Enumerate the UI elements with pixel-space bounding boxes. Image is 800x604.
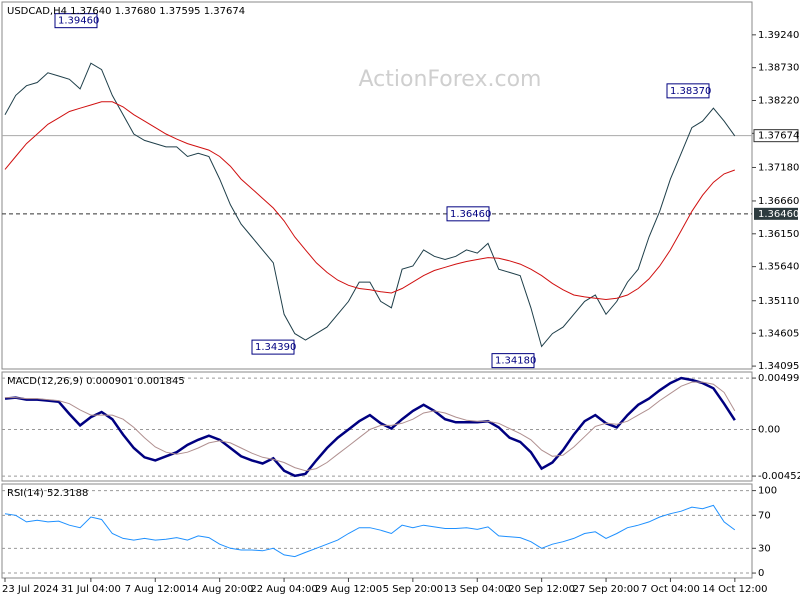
- x-tick-label: 31 Jul 04:00: [61, 584, 121, 595]
- y-tick-label: 1.38730: [758, 63, 799, 74]
- panel-frame: [1, 1, 753, 370]
- y-tick-label: 1.34605: [758, 328, 799, 339]
- y-tick-label: 1.37180: [758, 162, 799, 173]
- y-tick-label: 100: [758, 486, 777, 497]
- x-tick-label: 14 Aug 20:00: [186, 584, 253, 595]
- panel-label: RSI(14) 52.3188: [7, 488, 88, 499]
- watermark: ActionForex.com: [359, 67, 542, 92]
- x-tick-label: 14 Oct 12:00: [702, 584, 767, 595]
- current-label: 1.37674: [758, 131, 799, 142]
- annotation: 1.34390: [255, 342, 296, 353]
- annotation-box: [54, 13, 98, 29]
- x-tick-label: 29 Aug 12:00: [315, 584, 382, 595]
- annotation-box: [666, 83, 710, 99]
- x-tick-label: 13 Sep 04:00: [444, 584, 511, 595]
- annotation: 1.34180: [495, 356, 536, 367]
- current-box: [753, 129, 799, 143]
- x-tick-label: 7 Oct 04:00: [641, 584, 700, 595]
- y-tick-label: 1.36150: [758, 229, 799, 240]
- level-label: 1.36460: [758, 209, 799, 220]
- x-tick-label: 27 Sep 20:00: [573, 584, 640, 595]
- x-tick-label: 22 Aug 04:00: [250, 584, 317, 595]
- y-tick-label: 30: [758, 543, 771, 554]
- annotation: 1.39460: [58, 16, 99, 27]
- panel-frame: [1, 483, 753, 579]
- panel-label: USDCAD,H4 1.37640 1.37680 1.37595 1.3767…: [7, 6, 245, 17]
- x-tick-label: 7 Aug 12:00: [125, 584, 186, 595]
- series-line: [4, 101, 735, 301]
- y-tick-label: 1.35110: [758, 296, 799, 307]
- y-tick-label: 0.00: [758, 424, 780, 435]
- y-tick-label: 1.34095: [758, 361, 799, 372]
- series-line: [4, 376, 736, 478]
- y-tick-label: 70: [758, 510, 771, 521]
- y-tick-label: 1.39240: [758, 30, 799, 41]
- annotation: 1.36460: [450, 209, 491, 220]
- annotation-box: [491, 353, 535, 369]
- y-tick-label: 0: [758, 568, 764, 579]
- series-line: [5, 381, 736, 472]
- y-tick-label: -0.004522: [758, 471, 800, 482]
- x-tick-label: 23 Jul 2024: [2, 584, 59, 595]
- annotation-box: [251, 339, 295, 355]
- annotation: 1.38370: [670, 86, 711, 97]
- panel-frame: [1, 371, 753, 482]
- y-tick-label: 1.35640: [758, 262, 799, 273]
- panel-label: MACD(12,26,9) 0.000901 0.001845: [7, 376, 185, 387]
- level-box: [754, 207, 798, 220]
- y-tick-label: 0.00499: [758, 373, 799, 384]
- x-tick-label: 20 Sep 12:00: [508, 584, 575, 595]
- annotation-box: [446, 206, 490, 222]
- y-tick-label: 1.38220: [758, 96, 799, 107]
- x-tick-label: 5 Sep 20:00: [383, 584, 443, 595]
- y-tick-label: 1.36660: [758, 196, 799, 207]
- series-line: [4, 62, 736, 348]
- series-line: [4, 504, 736, 558]
